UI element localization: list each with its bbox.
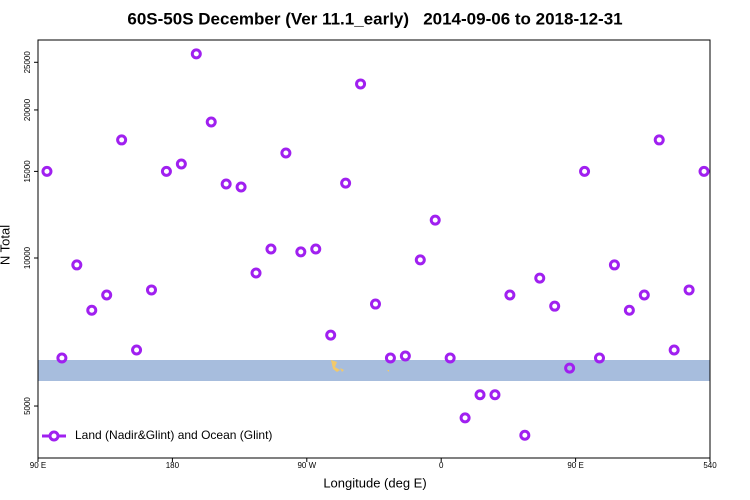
point (145, 284, 157, 296)
plot-frame (37, 39, 711, 459)
chart-title: 60S-50S December (Ver 11.1_early) 2014-0… (127, 9, 622, 28)
point (131, 344, 143, 356)
point (384, 352, 396, 364)
y-axis-label: N Total (0, 225, 12, 265)
point (340, 177, 352, 189)
y-tick-label: 10000 (23, 246, 32, 269)
point (444, 352, 456, 364)
y-tick-label: 20000 (23, 98, 32, 121)
point (41, 165, 53, 177)
point (489, 389, 501, 401)
point (325, 329, 337, 341)
point (519, 429, 531, 441)
x-tick-label: 540 (703, 461, 717, 470)
point (71, 259, 83, 271)
x-tick-label: 180 (166, 461, 180, 470)
point (653, 134, 665, 146)
point (668, 344, 680, 356)
point (280, 147, 292, 159)
y-tick-label: 25000 (23, 51, 32, 74)
point (623, 304, 635, 316)
point (534, 272, 546, 284)
x-tick-label: 0 (439, 461, 444, 470)
land-patch (331, 360, 389, 372)
point (190, 48, 202, 60)
y-tick-label: 5000 (23, 397, 32, 415)
x-tick-label: 90 E (30, 461, 46, 470)
point (310, 243, 322, 255)
point (369, 298, 381, 310)
point (429, 214, 441, 226)
point (205, 116, 217, 128)
y-tick-label: 15000 (23, 160, 32, 183)
point (399, 350, 411, 362)
point (579, 165, 591, 177)
x-tick-label: 90 E (567, 461, 583, 470)
point (593, 352, 605, 364)
point (608, 259, 620, 271)
point (160, 165, 172, 177)
point (235, 181, 247, 193)
point (638, 289, 650, 301)
point (56, 352, 68, 364)
point (101, 289, 113, 301)
x-tick-label: 90 W (297, 461, 316, 470)
point (250, 267, 262, 279)
legend-label: Land (Nadir&Glint) and Ocean (Glint) (75, 428, 272, 442)
point (295, 246, 307, 258)
legend-marker (48, 430, 60, 442)
x-axis-label: Longitude (deg E) (323, 475, 426, 490)
point (355, 78, 367, 90)
band (38, 360, 710, 381)
point (220, 178, 232, 190)
point (504, 289, 516, 301)
point (265, 243, 277, 255)
point (474, 389, 486, 401)
point (549, 300, 561, 312)
point (414, 254, 426, 266)
point (459, 412, 471, 424)
point (175, 158, 187, 170)
point (116, 134, 128, 146)
point (86, 304, 98, 316)
point (698, 165, 710, 177)
point (564, 362, 576, 374)
point (683, 284, 695, 296)
